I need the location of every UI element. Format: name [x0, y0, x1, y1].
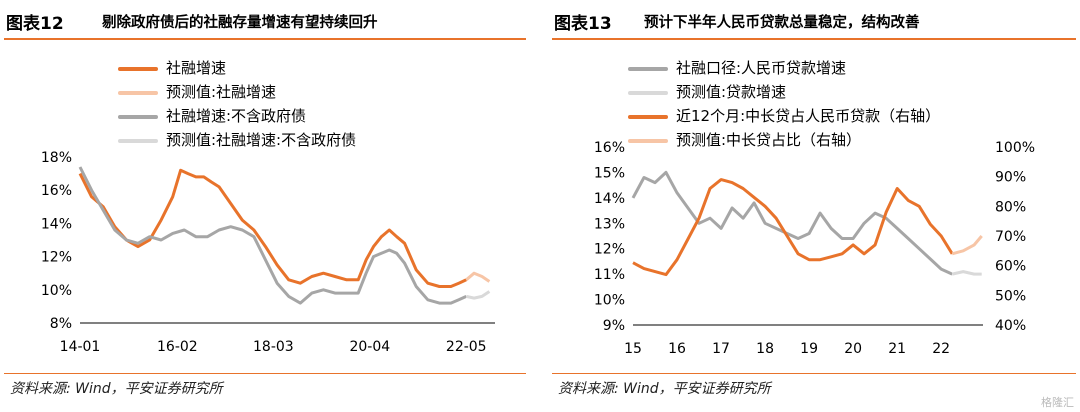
chart-title: 预计下半年人民币贷款总量稳定，结构改善 — [644, 15, 920, 31]
legend-label: 预测值:社融增速 — [166, 83, 277, 101]
legend-swatch — [118, 115, 158, 119]
x-axis-ticks: 15 16 17 18 19 20 21 22 — [624, 341, 950, 357]
chart-left-svg: 8% 10% 12% 14% 16% 18% 14-01 16-02 18-03 20-04 22-… — [41, 150, 495, 355]
x-tick-label: 20 — [844, 341, 862, 357]
legend-label: 社融口径:人民币贷款增速 — [676, 59, 847, 77]
series-line — [78, 168, 467, 288]
y-right-tick-label: 50% — [995, 288, 1026, 304]
y-left-tick-label: 10% — [594, 293, 625, 309]
x-tick-label: 16 — [668, 341, 686, 357]
chart-title: 剔除政府债后的社融存量增速有望持续回升 — [102, 15, 378, 31]
y-right-tick-label: 70% — [995, 229, 1026, 245]
chart-right-svg: 9% 10% 11% 12% 13% 14% 15% 16% 40% 50% 60% 70% 80% 90… — [594, 140, 1035, 357]
series-line — [78, 166, 467, 305]
y-left-tick-label: 11% — [594, 267, 625, 283]
legend-swatch — [118, 91, 158, 95]
chart-header: 图表12 剔除政府债后的社融存量增速有望持续回升 — [4, 0, 526, 40]
x-tick-label: 17 — [712, 341, 730, 357]
x-tick-label: 18 — [756, 341, 774, 357]
y-tick-label: 10% — [41, 283, 72, 299]
x-tick-label: 14-01 — [60, 339, 101, 355]
series-line — [465, 290, 491, 300]
series-line — [631, 170, 953, 276]
x-tick-label: 19 — [800, 341, 818, 357]
y-left-tick-label: 12% — [594, 242, 625, 258]
y-tick-label: 8% — [50, 316, 72, 332]
legend-swatch — [118, 67, 158, 71]
y-axis-ticks: 8% 10% 12% 14% 16% 18% — [41, 150, 72, 332]
figure-number: 图表12 — [6, 14, 64, 34]
y-left-tick-label: 15% — [594, 165, 625, 181]
y-tick-label: 18% — [41, 150, 72, 166]
figure-number: 图表13 — [554, 14, 612, 34]
source-note: 资料来源: Wind，平安证券研究所 — [10, 381, 223, 397]
legend-swatch — [628, 91, 668, 95]
y-right-tick-label: 40% — [995, 318, 1026, 334]
chart-panel-right: 图表13 预计下半年人民币贷款总量稳定，结构改善 9% 10% 11% 12% 13% 1… — [548, 0, 1080, 412]
y-tick-label: 16% — [41, 183, 72, 199]
legend-label: 社融增速:不含政府债 — [166, 107, 307, 125]
source-note: 资料来源: Wind，平安证券研究所 — [558, 381, 771, 397]
series-line — [951, 270, 982, 276]
chart-header: 图表13 预计下半年人民币贷款总量稳定，结构改善 — [552, 0, 1076, 40]
legend-swatch — [628, 67, 668, 71]
legend-swatch — [628, 139, 668, 143]
watermark-logo: 格隆汇 — [1041, 396, 1074, 409]
series-line — [632, 178, 954, 277]
legend-swatch — [628, 115, 668, 119]
legend-label: 预测值:社融增速:不含政府债 — [166, 131, 357, 149]
y-left-tick-label: 16% — [594, 140, 625, 156]
y-left-tick-label: 14% — [594, 191, 625, 207]
legend-label: 预测值:贷款增速 — [676, 83, 787, 101]
y-right-tick-label: 100% — [995, 140, 1035, 156]
legend-label: 预测值:中长贷占比（右轴） — [676, 131, 862, 149]
x-tick-label: 21 — [888, 341, 906, 357]
legend-label: 近12个月:中长贷占人民币贷款（右轴） — [676, 107, 941, 125]
x-axis-ticks: 14-01 16-02 18-03 20-04 22-05 — [60, 339, 487, 355]
footer-divider — [4, 373, 526, 374]
y-right-tick-label: 90% — [995, 170, 1026, 186]
series-line — [951, 235, 983, 256]
chart-panel-left: 图表12 剔除政府债后的社融存量增速有望持续回升 8% 10% 12% 14% 16% 1… — [0, 0, 530, 412]
x-tick-label: 20-04 — [349, 339, 390, 355]
footer-divider — [552, 373, 1076, 374]
y-right-tick-label: 80% — [995, 199, 1026, 215]
y-axis-left-ticks: 9% 10% 11% 12% 13% 14% 15% 16% — [594, 140, 625, 334]
y-tick-label: 14% — [41, 216, 72, 232]
y-left-tick-label: 13% — [594, 216, 625, 232]
x-tick-label: 22 — [932, 341, 950, 357]
y-left-tick-label: 9% — [603, 318, 625, 334]
series-line — [465, 271, 491, 283]
x-tick-label: 15 — [624, 341, 642, 357]
legend-label: 社融增速 — [166, 59, 227, 77]
x-tick-label: 18-03 — [253, 339, 294, 355]
y-right-tick-label: 60% — [995, 259, 1026, 275]
x-tick-label: 16-02 — [157, 339, 198, 355]
y-axis-right-ticks: 40% 50% 60% 70% 80% 90% 100% — [995, 140, 1035, 334]
legend-swatch — [118, 139, 158, 143]
y-tick-label: 12% — [41, 250, 72, 266]
x-tick-label: 22-05 — [446, 339, 487, 355]
